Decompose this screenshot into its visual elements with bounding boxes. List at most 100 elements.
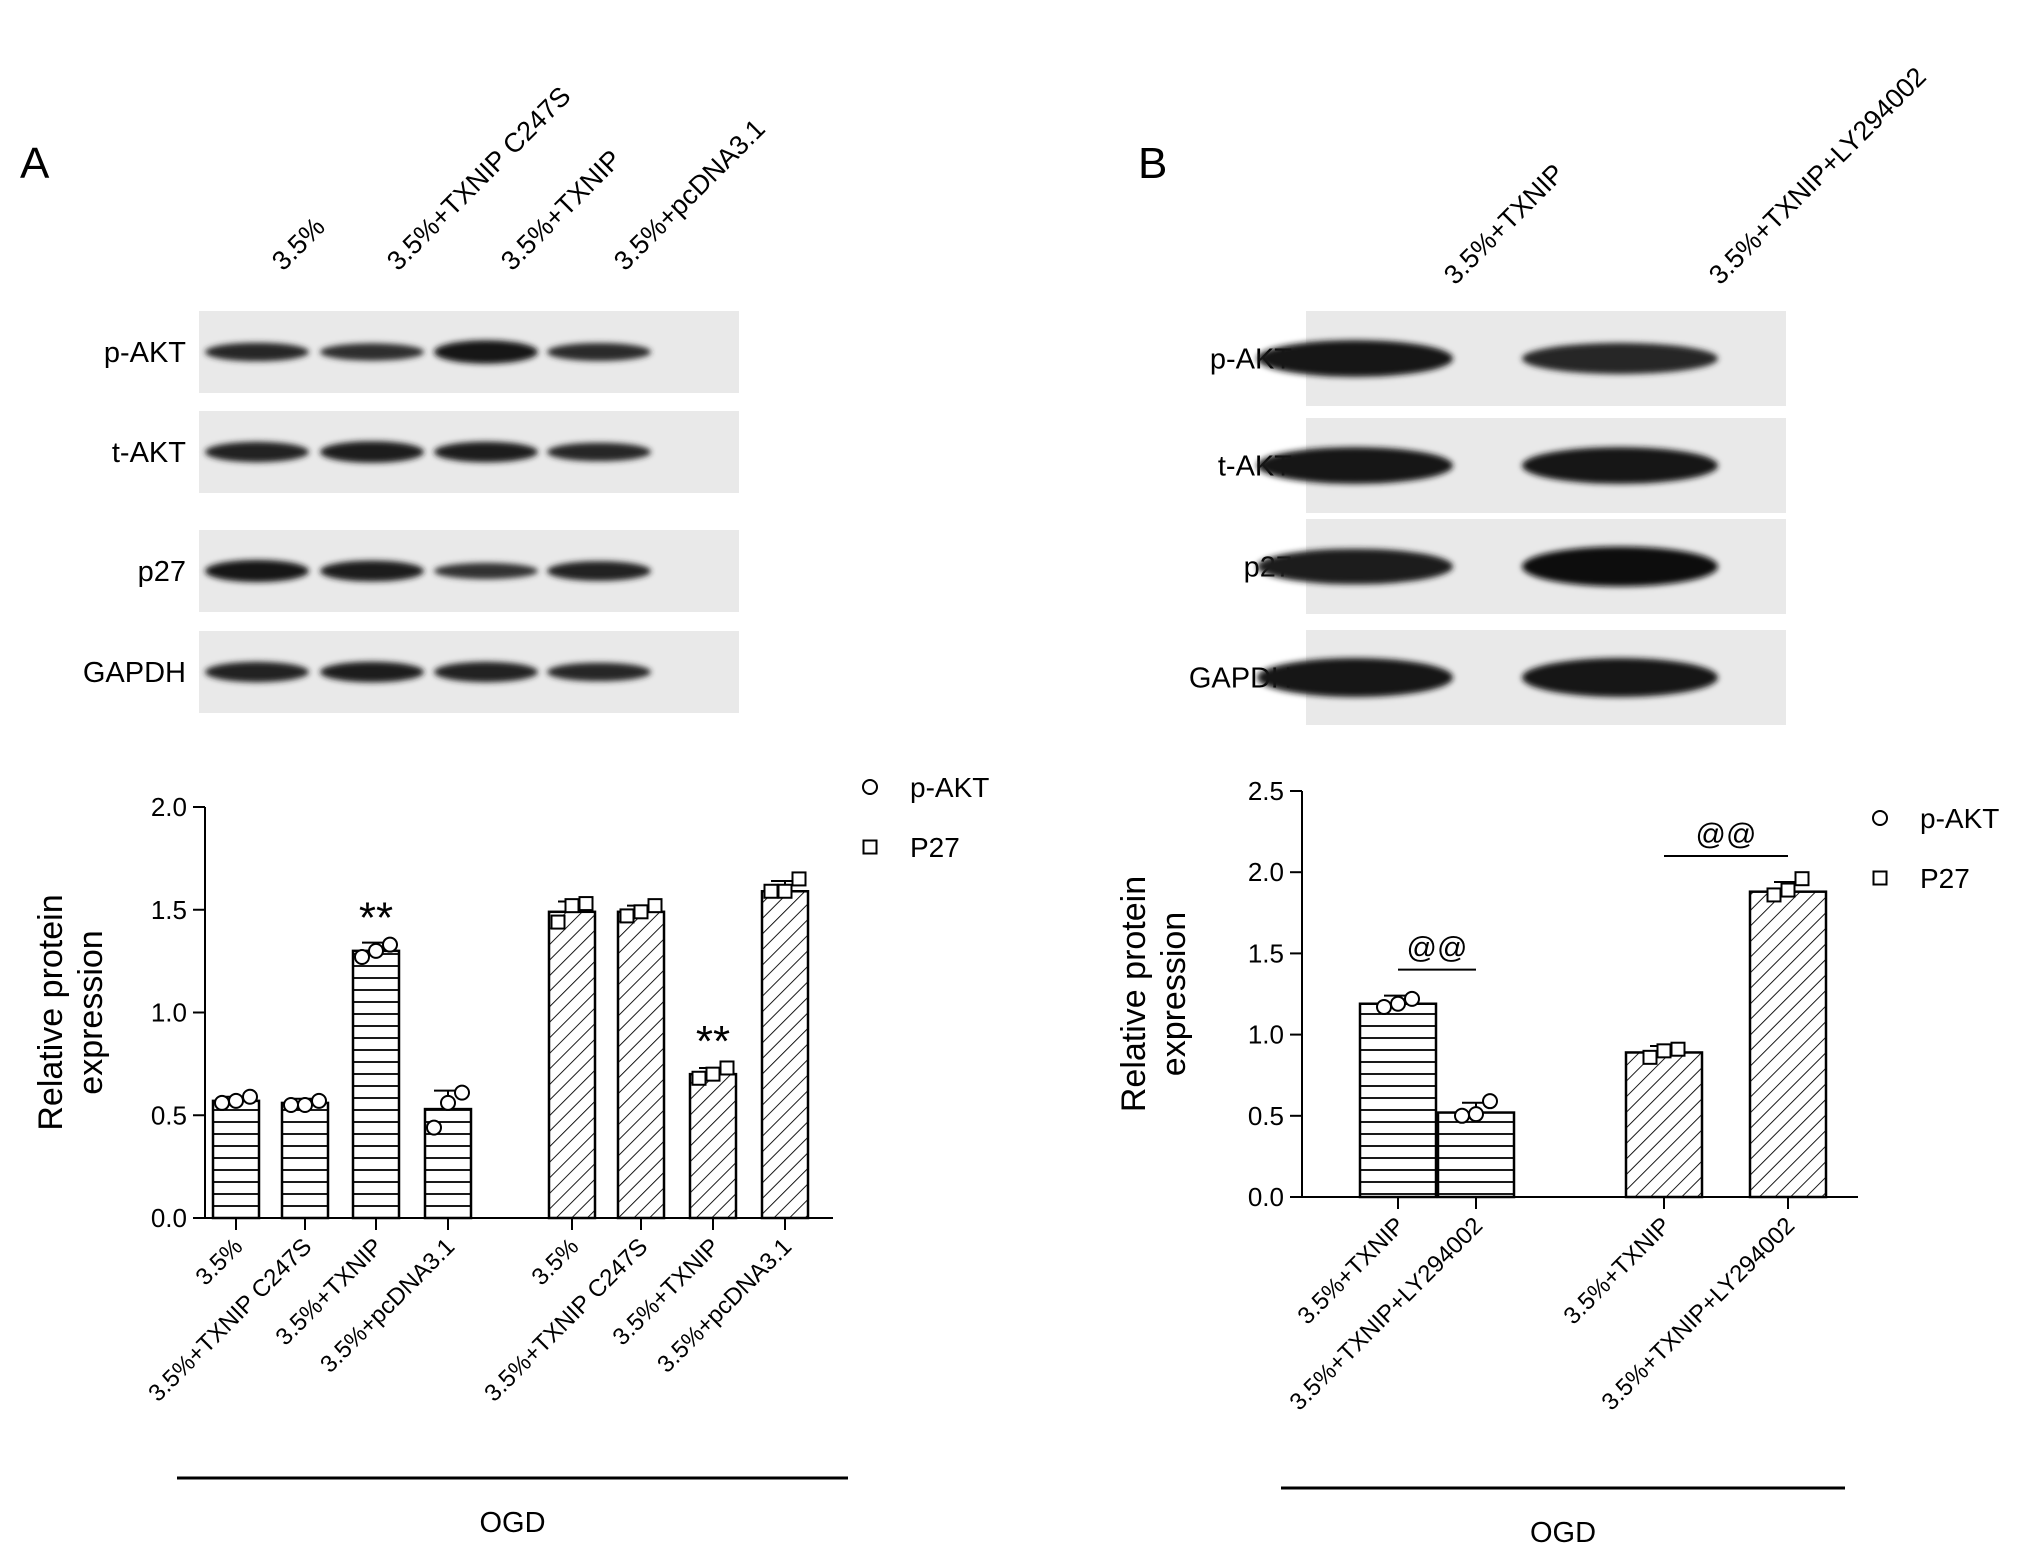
data-point: [214, 1094, 230, 1111]
blot-label-gapdh: GAPDH: [83, 657, 186, 689]
y-tick-label: 1.5: [151, 895, 187, 925]
y-axis-title-line2: expression: [1155, 912, 1193, 1076]
lane-label-3-5-txnip: 3.5%+TXNIP: [1438, 158, 1570, 290]
data-point: [354, 949, 370, 966]
lane-label-3-5-pcdna3-1: 3.5%+pcDNA3.1: [608, 113, 771, 276]
data-point: [1656, 1043, 1672, 1059]
blot-band: [205, 661, 309, 683]
bar-chart-panel-a: 0.0 0.5 1.0 1.5 2.0 Relative proteinexpressio…: [32, 772, 989, 1539]
blot-label-p27: p27: [138, 556, 186, 588]
data-point: [454, 1084, 470, 1101]
data-point: [1482, 1093, 1498, 1110]
bar-p27-3-5-txnip: [1624, 1051, 1704, 1199]
legend-label-p27: P27: [1920, 863, 1970, 894]
blot-label-t-akt: t-AKT: [112, 437, 186, 469]
blot-band: [1257, 658, 1453, 697]
y-tick-label: 2.0: [1248, 857, 1284, 887]
data-point: [564, 898, 580, 914]
y-tick-label: 1.0: [151, 998, 187, 1028]
western-blot-panel-b: 3.5%+TXNIP3.5%+TXNIP+LY294002p-AKTt-AKTp…: [1189, 61, 1932, 725]
data-point: [1642, 1049, 1658, 1065]
legend-marker-p27: [1872, 870, 1888, 886]
bar-p-akt-3-5: [211, 1099, 261, 1220]
data-point: [382, 936, 398, 953]
blot-band: [547, 442, 651, 462]
legend-marker-p-akt: [862, 779, 878, 795]
blot-band: [1257, 340, 1453, 377]
blot-band: [547, 561, 651, 581]
data-point: [1670, 1041, 1686, 1057]
y-tick-label: 0.5: [151, 1100, 187, 1130]
lane-label-3-5-txnip: 3.5%+TXNIP: [495, 144, 627, 276]
blot-band: [547, 343, 651, 361]
x-tick-label-3-5-pcdna3-1: 3.5%+pcDNA3.1: [652, 1233, 797, 1378]
bar-chart-panel-b: 0.0 0.5 1.0 1.5 2.0 2.5 Relative proteinexpres…: [1115, 776, 1999, 1544]
panel-letter-b: B: [1138, 139, 1167, 188]
y-axis-title: Relative proteinexpression: [32, 894, 110, 1130]
data-point: [228, 1092, 244, 1109]
bar-p27-3-5-txnip: [688, 1072, 738, 1220]
y-tick-label: 0.0: [1248, 1182, 1284, 1212]
data-point: [763, 883, 779, 899]
bar-p27-3-5-pcdna3-1: [760, 890, 810, 1220]
data-point: [647, 898, 663, 914]
blot-band: [1522, 342, 1718, 375]
y-tick-label: 1.0: [1248, 1020, 1284, 1050]
bar-p27-3-5-txnip-c247s: [616, 910, 666, 1220]
bar-p-akt-3-5-txnip: [351, 949, 401, 1220]
data-point: [1468, 1106, 1484, 1123]
significance-stars: **: [696, 1017, 730, 1066]
group-label: OGD: [1530, 1517, 1596, 1544]
y-axis-title-line2: expression: [72, 930, 110, 1094]
comparison-label: @@: [1407, 932, 1468, 965]
y-tick-label: 2.5: [1248, 776, 1284, 806]
y-axis-title-line1: Relative protein: [32, 894, 70, 1130]
data-point: [297, 1096, 313, 1113]
comparison-label: @@: [1696, 818, 1757, 851]
blot-band: [320, 661, 424, 683]
legend-label-p27: P27: [910, 832, 960, 863]
group-label: OGD: [479, 1507, 545, 1539]
y-axis-title-line1: Relative protein: [1115, 876, 1153, 1112]
data-point: [311, 1092, 327, 1109]
blot-band: [320, 343, 424, 361]
data-point: [1454, 1107, 1470, 1124]
blot-band: [434, 441, 538, 463]
x-tick-label-3-5: 3.5%: [526, 1233, 584, 1291]
bar-p-akt-3-5-txnip-c247s: [280, 1101, 330, 1220]
blot-band: [547, 662, 651, 682]
data-point: [1794, 871, 1810, 887]
panel-letter-a: A: [20, 139, 50, 188]
data-point: [691, 1070, 707, 1086]
data-point: [283, 1096, 299, 1113]
lane-label-3-5-txnip-c247s: 3.5%+TXNIP C247S: [381, 81, 576, 276]
blot-band: [1522, 546, 1718, 587]
x-tick-label-3-5: 3.5%: [190, 1233, 248, 1291]
y-tick-label: 0.5: [1248, 1101, 1284, 1131]
blot-band: [434, 661, 538, 683]
legend-label-p-akt: p-AKT: [1920, 803, 1999, 834]
blot-band: [205, 342, 309, 362]
blot-band: [1257, 447, 1453, 484]
significance-stars: **: [359, 894, 393, 943]
data-point: [1780, 882, 1796, 898]
bar-p-akt-3-5-txnip: [1358, 1002, 1438, 1199]
lane-label-3-5-txnip-ly294002: 3.5%+TXNIP+LY294002: [1703, 61, 1932, 290]
bar-p-akt-3-5-txnip-ly294002: [1436, 1111, 1516, 1199]
lane-label-3-5: 3.5%: [266, 212, 331, 277]
data-point: [426, 1119, 442, 1136]
blot-band: [205, 559, 309, 583]
data-point: [619, 908, 635, 924]
data-point: [550, 914, 566, 930]
y-tick-label: 0.0: [151, 1203, 187, 1233]
blot-band: [434, 340, 538, 364]
x-tick-label-3-5-txnip: 3.5%+TXNIP: [1559, 1212, 1677, 1330]
blot-label-p-akt: p-AKT: [104, 337, 186, 369]
western-blot-panel-a: 3.5% 3.5%+TXNIP C247S3.5%+TXNIP3.5%+pcDNA…: [83, 81, 771, 713]
y-tick-label: 2.0: [151, 792, 187, 822]
bar-p27-3-5-txnip-ly294002: [1748, 890, 1828, 1199]
data-point: [633, 904, 649, 920]
blot-band: [1522, 658, 1718, 697]
blot-band: [434, 562, 538, 580]
data-point: [1766, 887, 1782, 903]
